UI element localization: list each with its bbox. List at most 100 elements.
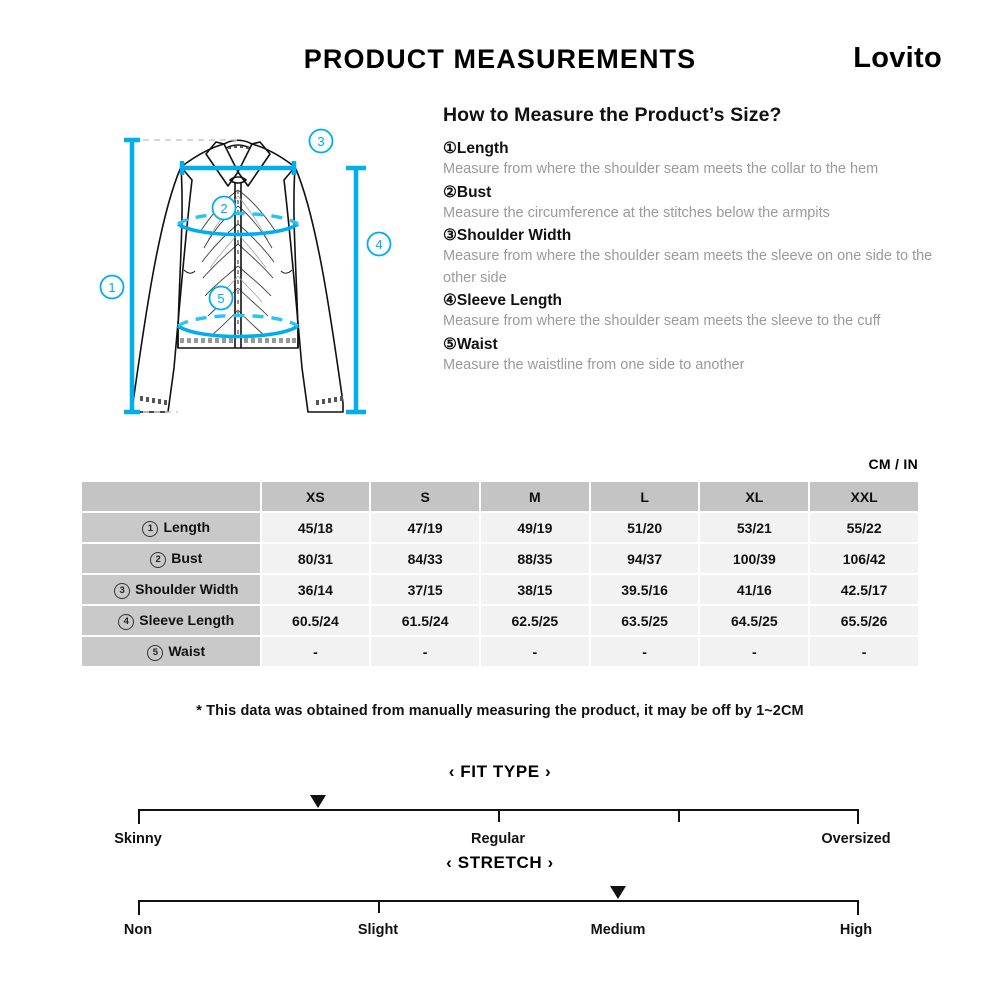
svg-text:1: 1 bbox=[108, 280, 115, 295]
fit-type-marker bbox=[310, 795, 326, 808]
cell-shoulder-l: 39.5/16 bbox=[590, 575, 699, 604]
cell-bust-xs: 80/31 bbox=[261, 544, 370, 573]
measure-item-title: ⑤Waist bbox=[443, 335, 498, 353]
cell-bust-s: 84/33 bbox=[371, 544, 479, 573]
table-row: 1 Length 45/18 47/19 49/19 51/20 53/21 55… bbox=[82, 513, 918, 542]
measure-item-length: ①Length Measure from where the shoulder … bbox=[443, 139, 933, 181]
callout-3: 3 bbox=[308, 128, 334, 154]
cell-length-xl: 53/21 bbox=[700, 513, 809, 542]
cell-waist-m: - bbox=[481, 637, 589, 666]
cell-length-xxl: 55/22 bbox=[810, 513, 918, 542]
cell-length-xs: 45/18 bbox=[261, 513, 370, 542]
measure-item-desc: Measure the waistline from one side to a… bbox=[443, 356, 745, 373]
table-row: 3 Shoulder Width 36/14 37/15 38/15 39.5/1… bbox=[82, 575, 918, 604]
fit-tick-regular bbox=[498, 809, 500, 822]
measure-item-title: ④Sleeve Length bbox=[443, 292, 562, 309]
cell-bust-l: 94/37 bbox=[590, 544, 699, 573]
column-header-xxl: XXL bbox=[810, 482, 918, 511]
svg-text:4: 4 bbox=[375, 237, 382, 252]
cell-sleeve-xs: 60.5/24 bbox=[261, 606, 370, 635]
callout-1: 1 bbox=[99, 274, 125, 300]
page-header: PRODUCT MEASUREMENTS Lovito bbox=[0, 0, 1000, 95]
fit-label-oversized: Oversized bbox=[821, 831, 891, 847]
svg-text:2: 2 bbox=[220, 201, 227, 216]
brand-logo: Lovito bbox=[853, 42, 942, 74]
cell-sleeve-xl: 64.5/25 bbox=[700, 606, 809, 635]
page-title: PRODUCT MEASUREMENTS bbox=[303, 44, 697, 74]
cell-bust-xxl: 106/42 bbox=[810, 544, 918, 573]
measure-item-waist: ⑤Waist Measure the waistline from one si… bbox=[443, 335, 933, 377]
stretch-title: ‹ STRETCH › bbox=[446, 853, 554, 872]
svg-text:3: 3 bbox=[317, 134, 324, 149]
row-label-text: Bust bbox=[171, 549, 203, 566]
fit-label-regular: Regular bbox=[471, 831, 525, 847]
cell-bust-m: 88/35 bbox=[481, 544, 589, 573]
how-to-measure-heading: How to Measure the Product’s Size? bbox=[443, 104, 782, 126]
callout-5: 5 bbox=[208, 285, 234, 311]
stretch-label-high: High bbox=[839, 922, 873, 938]
stretch-bar-wrap: Non Slight Medium High bbox=[0, 886, 1000, 938]
fit-type-title: ‹ FIT TYPE › bbox=[448, 762, 552, 781]
stretch-label-medium: Medium bbox=[590, 922, 646, 938]
cell-length-s: 47/19 bbox=[371, 513, 479, 542]
column-header-s: S bbox=[371, 482, 479, 511]
measure-item-desc: Measure from where the shoulder seam mee… bbox=[443, 161, 879, 177]
fit-label-skinny: Skinny bbox=[114, 831, 162, 847]
row-label-waist: 5 Waist bbox=[82, 637, 260, 666]
fit-tick-skinny bbox=[138, 809, 140, 824]
column-header-xs: XS bbox=[261, 482, 370, 511]
stretch-tick-slight bbox=[378, 900, 380, 913]
cell-sleeve-l: 63.5/25 bbox=[590, 606, 699, 635]
fit-type-scale: ‹ FIT TYPE › Skinny Regular Oversized bbox=[0, 762, 1000, 847]
row-number-icon: 5 bbox=[147, 644, 164, 661]
svg-text:5: 5 bbox=[217, 291, 224, 306]
row-label-length: 1 Length bbox=[82, 513, 260, 542]
cell-shoulder-xs: 36/14 bbox=[261, 575, 370, 604]
measure-item-desc: Measure from where the shoulder seam mee… bbox=[443, 248, 933, 286]
measure-item-desc: Measure the circumference at the stitche… bbox=[443, 204, 830, 221]
cell-bust-xl: 100/39 bbox=[700, 544, 809, 573]
fit-type-bar-wrap: Skinny Regular Oversized bbox=[0, 795, 1000, 847]
stretch-labels: Non Slight Medium High bbox=[0, 922, 1000, 944]
table-row: 4 Sleeve Length 60.5/24 61.5/24 62.5/25 6… bbox=[82, 606, 918, 635]
row-label-text: Shoulder Width bbox=[135, 580, 239, 597]
row-label-sleeve-length: 4 Sleeve Length bbox=[82, 606, 260, 635]
callout-4: 4 bbox=[366, 231, 392, 257]
row-label-text: Waist bbox=[168, 642, 206, 659]
table-row: 2 Bust 80/31 84/33 88/35 94/37 100/39 106… bbox=[82, 544, 918, 573]
cell-sleeve-xxl: 65.5/26 bbox=[810, 606, 918, 635]
row-label-text: Length bbox=[163, 518, 211, 535]
row-label-bust: 2 Bust bbox=[82, 544, 260, 573]
measure-item-desc: Measure from where the shoulder seam mee… bbox=[443, 313, 881, 329]
stretch-tick-high bbox=[857, 900, 859, 915]
table-header-row: XS S M L XL XXL bbox=[82, 482, 918, 511]
stretch-tick-non bbox=[138, 900, 140, 915]
column-header-xl: XL bbox=[700, 482, 809, 511]
table-row: 5 Waist - - - - - - bbox=[82, 637, 918, 666]
measure-item-sleeve-length: ④Sleeve Length Measure from where the sh… bbox=[443, 291, 933, 333]
cell-sleeve-s: 61.5/24 bbox=[371, 606, 479, 635]
cell-waist-xxl: - bbox=[810, 637, 918, 666]
cell-shoulder-xl: 41/16 bbox=[700, 575, 809, 604]
stretch-marker bbox=[610, 886, 626, 899]
size-table: XS S M L XL XXL 1 Length 45/18 47/19 49/1… bbox=[80, 480, 920, 668]
cell-sleeve-m: 62.5/25 bbox=[481, 606, 589, 635]
row-label-shoulder-width: 3 Shoulder Width bbox=[82, 575, 260, 604]
row-number-icon: 2 bbox=[150, 551, 167, 568]
stretch-bar bbox=[138, 900, 858, 902]
column-header-l: L bbox=[590, 482, 699, 511]
measure-item-bust: ②Bust Measure the circumference at the s… bbox=[443, 183, 933, 225]
cell-waist-xs: - bbox=[261, 637, 370, 666]
cell-waist-l: - bbox=[590, 637, 699, 666]
stretch-label-slight: Slight bbox=[357, 922, 399, 938]
measurement-disclaimer: * This data was obtained from manually m… bbox=[196, 703, 804, 719]
fit-tick-mid bbox=[678, 809, 680, 822]
table-corner-cell bbox=[82, 482, 260, 511]
cell-waist-xl: - bbox=[700, 637, 809, 666]
stretch-label-non: Non bbox=[123, 922, 153, 938]
cell-length-l: 51/20 bbox=[590, 513, 699, 542]
measure-item-title: ②Bust bbox=[443, 183, 492, 201]
measure-item-title: ①Length bbox=[443, 140, 509, 157]
garment-illustration: 1 2 3 4 5 bbox=[99, 128, 392, 415]
